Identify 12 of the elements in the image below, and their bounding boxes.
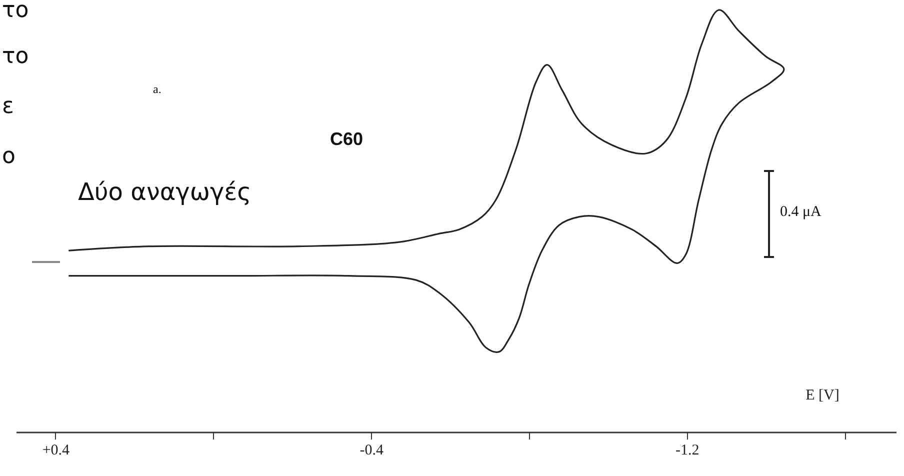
annotation: το: [2, 0, 29, 23]
x-axis-title: E [V]: [806, 388, 840, 404]
x-tick-label: +0.4: [42, 442, 70, 458]
annotation: Δύο αναγωγές: [78, 178, 252, 206]
text: ε: [2, 94, 14, 119]
annotation: 0.4 μA: [780, 204, 822, 220]
x-tick-label: -1.2: [675, 442, 700, 458]
text: ο: [2, 144, 16, 169]
x-tick-label: -0.4: [360, 442, 384, 458]
annotation: a.: [153, 82, 162, 96]
annotation: το: [2, 44, 29, 69]
annotation: C60: [330, 129, 364, 149]
